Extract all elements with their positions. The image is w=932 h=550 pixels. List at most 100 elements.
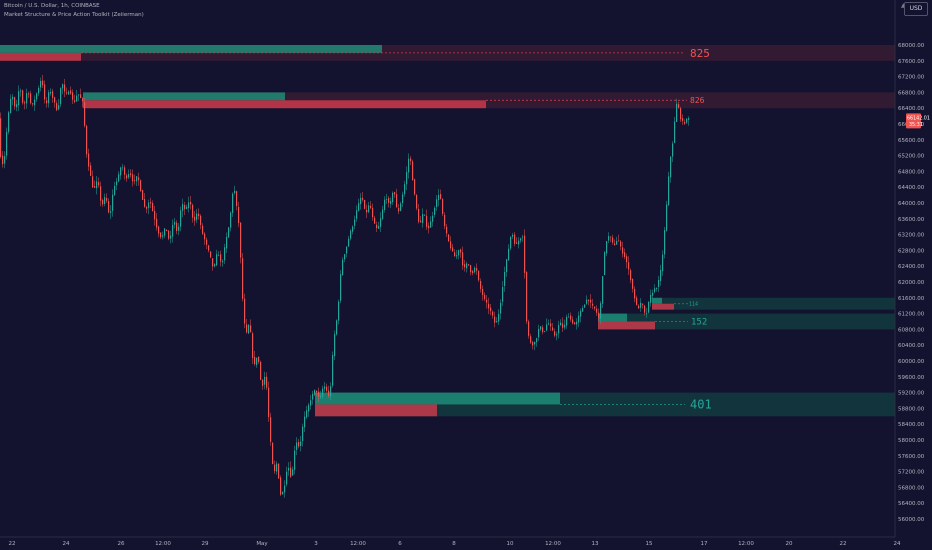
candle-body [464,264,466,268]
scroll-up-icon[interactable]: ▲ [901,2,906,9]
candle [52,88,54,103]
candle [558,320,560,339]
candle [620,239,622,251]
candle-body [310,400,312,406]
candle [290,461,292,479]
candle [58,98,60,111]
candle-body [306,410,308,418]
candle [218,251,220,257]
candle-body [608,236,610,241]
candle-body [654,288,656,292]
candle [688,116,690,126]
candle-body [244,298,246,324]
candle-body [206,239,208,245]
candle-body [676,103,678,123]
candle [408,153,410,179]
zone-bull-bar [652,297,662,304]
candle-body [42,80,44,86]
candle-body [660,270,662,282]
currency-button[interactable]: USD [904,2,928,16]
candle [270,412,272,446]
candle-body [80,94,82,99]
candle-body [406,172,408,185]
candle [458,249,460,260]
candle [358,198,360,212]
candle-body [130,173,132,175]
candle [642,303,644,309]
candle-body [58,105,60,110]
candle [402,191,404,208]
candle-body [400,203,402,211]
candle [100,181,102,207]
candle [508,244,510,261]
candle [390,197,392,208]
candle-body [492,311,494,316]
candle [326,383,328,393]
candle [200,214,202,230]
candle-body [282,492,284,495]
candle-body [388,198,390,203]
candle-body [88,153,90,167]
candle [146,205,148,214]
candle-body [494,316,496,323]
candle-body [670,156,672,178]
candle-body [66,92,68,94]
zone-826: 826 [83,92,895,109]
candle [188,196,190,213]
candle [106,193,108,203]
candle-body [326,386,328,391]
candle [180,206,182,232]
candle [444,212,446,230]
candle [378,221,380,229]
candle [124,165,126,180]
zone-label: 152 [691,318,707,328]
candle-body [500,302,502,314]
candle-body [28,93,30,95]
candle-body [308,404,310,412]
candle-body [396,194,398,208]
candle-body [166,229,168,232]
candle-body [190,202,192,205]
x-tick-label: 22 [840,541,847,547]
candle [646,308,648,318]
candle-body [210,251,212,258]
candle [246,319,248,334]
candle [312,390,314,405]
candle-body [558,325,560,334]
candle [240,222,242,264]
time-axis: 22 24 26 12:00 29 May 3 12:00 6 8 10 12:00 13 15 17 12:… [0,536,901,547]
candle [614,239,616,246]
y-tick-label: 64800.00 [898,169,925,175]
candle [38,85,40,97]
candle-body [672,143,674,157]
x-tick-label: 24 [894,541,901,547]
y-tick-label: 63200.00 [898,233,925,239]
candle [370,201,372,210]
candle [574,321,576,325]
candle-body [454,252,456,257]
y-tick-label: 59200.00 [898,391,925,397]
candle-body [288,467,290,471]
candle [654,284,656,294]
candle-body [570,315,572,320]
candle-body [18,91,20,106]
candle-body [314,389,316,395]
candle-body [82,98,84,102]
candle-body [678,104,680,108]
candle [510,236,512,251]
candle [122,163,124,171]
candle [436,195,438,211]
candle [274,460,276,474]
candle-body [174,222,176,225]
candle-body [384,199,386,210]
candle [308,402,310,417]
candle-body [316,390,318,393]
candle-body [514,234,516,244]
candle-body [242,258,244,299]
candle-body [214,264,216,267]
candle-body [168,230,170,239]
candle-body [656,287,658,289]
candle [42,74,44,89]
candle [530,333,532,344]
